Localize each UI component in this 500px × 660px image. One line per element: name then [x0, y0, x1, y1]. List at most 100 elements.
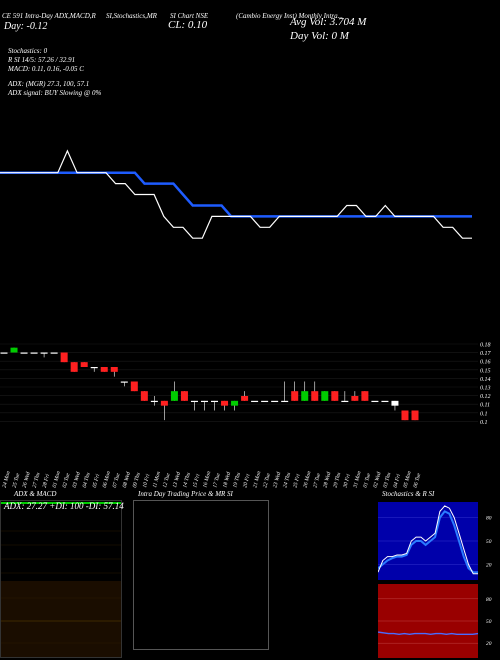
candle-body	[200, 400, 208, 403]
rsi-tick-label: 20	[486, 641, 492, 647]
y-tick-label: 0.16	[480, 360, 491, 366]
header-title-2: SI,Stochastics,MR	[106, 12, 157, 20]
macd-area	[1, 581, 121, 657]
candle-body	[80, 362, 88, 367]
candle-body	[20, 352, 28, 354]
adx-legend: ADX: 27.27 +DI: 100 -DI: 57.14	[4, 501, 124, 511]
candle-body	[271, 400, 279, 403]
header-title-1: CE 591 Intra-Day ADX,MACD,R	[2, 12, 96, 20]
x-tick-label: 19 Thu	[232, 472, 242, 489]
header-title-4: (Cambio Energy Inst) Monthly Intra...	[236, 12, 343, 20]
candle-body	[110, 367, 118, 372]
rsi-tick-label: 50	[486, 619, 492, 625]
rsi-tick-label: 80	[486, 597, 492, 603]
x-tick-label: 21 Mon	[252, 470, 262, 488]
candle-body	[170, 391, 178, 401]
stoch-tick-label: 50	[486, 539, 492, 545]
x-tick-label: 15 Fri	[192, 473, 202, 488]
candle-body	[30, 352, 38, 354]
stoch-rsi-panel: 80 50 20 80 50 20	[378, 500, 500, 660]
adx-macd-title: ADX & MACD	[14, 490, 57, 498]
candle-body	[411, 410, 419, 421]
y-tick-label: 0.14	[480, 376, 491, 383]
candle-body	[10, 347, 18, 353]
day-volume: Day Vol: 0 M	[290, 30, 349, 42]
y-tick-label: 0.17	[480, 351, 492, 357]
x-tick-label: 24 Mon	[1, 470, 12, 488]
y-tick-label: 0.11	[480, 403, 490, 409]
candle-body	[60, 352, 68, 363]
candle-body	[331, 391, 339, 401]
macd-readout: MACD: 0.11, 0.16, -0.05 C	[8, 65, 84, 73]
x-tick-label: 18 Wed	[222, 471, 232, 488]
rsi-line	[378, 631, 479, 636]
x-tick-label: 05 Fri	[92, 473, 102, 488]
candle-body	[311, 391, 319, 401]
x-tick-label: 13 Wed	[172, 471, 182, 488]
candle-body	[90, 367, 98, 369]
close-price: CL: 0.10	[168, 19, 208, 31]
rsi-readout: R SI 14/5: 57.26 / 32.91	[8, 56, 76, 64]
y-tick-label: 0.15	[480, 368, 491, 374]
candle-body	[100, 367, 108, 372]
candle-body	[361, 391, 369, 401]
x-tick-label: 02 Wed	[373, 471, 383, 488]
candle-body	[40, 352, 48, 354]
day-change: Day: -0.12	[4, 21, 48, 32]
intraday-panel	[133, 500, 269, 650]
stoch-tick-label: 20	[486, 562, 492, 568]
price-line	[0, 149, 472, 239]
x-tick-label: 14 Thu	[181, 472, 192, 489]
y-tick-label: 0.13	[480, 386, 491, 392]
x-tick-label: 12 Tue	[162, 472, 172, 488]
candle-body	[120, 381, 128, 383]
x-tick-label: 04 Fri	[392, 473, 402, 489]
x-tick-label: 06 Tue	[413, 472, 423, 488]
candle-body	[180, 391, 188, 401]
candle-body	[261, 400, 269, 403]
x-tick-label: 30 Fri	[342, 473, 352, 489]
x-tick-label: 28 Fri	[42, 473, 52, 488]
moving-average-line	[0, 171, 472, 218]
x-tick-label: 26 Mon	[302, 470, 312, 488]
candle-body	[391, 400, 399, 406]
stoch-readout: Stochastics: 0	[8, 47, 48, 55]
y-tick-label: 0.12	[480, 394, 491, 400]
candle-body	[371, 400, 379, 403]
candle-body	[50, 352, 58, 354]
candle-body	[140, 391, 148, 401]
candlestick-chart: 0.18 0.17 0.16 0.15 0.14 0.13 0.12 0.11 0.1 0.1 24…	[0, 343, 492, 489]
x-tick-label: 25 Fri	[292, 473, 302, 488]
x-tick-label: 16 Mon	[202, 470, 212, 488]
x-tick-label: 20 Fri	[242, 473, 252, 488]
x-tick-label: 31 Mon	[352, 470, 363, 489]
candle-body	[321, 391, 329, 401]
x-tick-label: 01 Tue	[363, 472, 373, 488]
candle-body	[341, 400, 349, 403]
candle-body	[130, 381, 138, 392]
x-tick-label: 06 Mon	[102, 470, 112, 488]
y-tick-label: 0.1	[480, 411, 488, 417]
x-tick-label: 02 Tue	[62, 472, 72, 488]
x-tick-label: 07 Tue	[112, 472, 122, 488]
candle-body	[0, 352, 8, 354]
candle-body	[381, 400, 389, 403]
avg-volume: Avg Vol: 3.704 M	[290, 16, 367, 28]
candle-body	[401, 410, 409, 421]
candle-body	[291, 391, 299, 401]
stoch-rsi-title: Stochastics & R SI	[382, 490, 435, 498]
x-tick-label: 26 Wed	[22, 471, 32, 488]
candle-body	[150, 400, 158, 403]
adx-macd-panel: ADX: 27.27 +DI: 100 -DI: 57.14	[0, 500, 124, 658]
x-tick-label: 22 Tue	[262, 472, 272, 488]
x-tick-label: 25 Tue	[12, 472, 22, 488]
intraday-title: Intra Day Trading Price & MR SI	[138, 490, 233, 498]
adx-area	[1, 509, 121, 579]
candle-body	[301, 391, 309, 401]
x-tick-label: 09 Thu	[132, 472, 142, 489]
x-tick-label: 27 Thu	[32, 472, 42, 489]
x-tick-label: 23 Wed	[272, 471, 282, 488]
x-tick-label: 27 Tue	[312, 472, 322, 488]
x-tick-label: 08 Wed	[122, 471, 132, 488]
price-trend-chart	[0, 149, 472, 239]
